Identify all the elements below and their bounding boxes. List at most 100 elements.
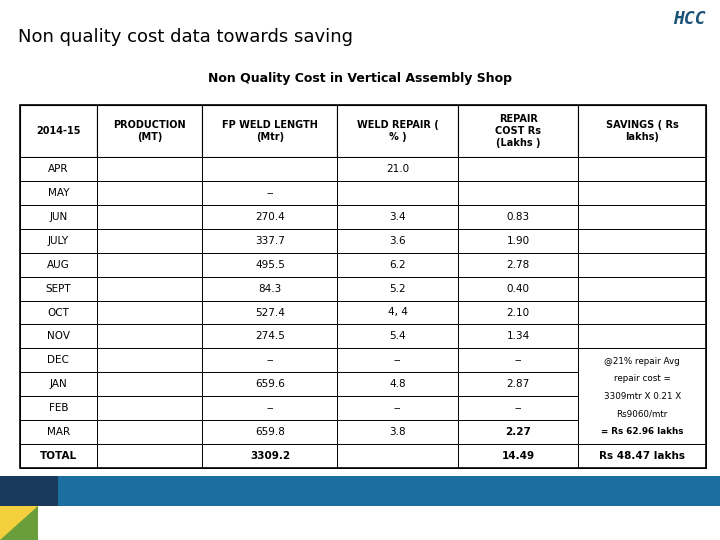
Text: 3.8: 3.8: [390, 427, 406, 437]
Bar: [38, 476, 58, 506]
Bar: [20, 253, 96, 276]
Bar: [578, 348, 706, 372]
Bar: [20, 105, 706, 468]
Text: Non Quality Cost in Vertical Assembly Shop: Non Quality Cost in Vertical Assembly Sh…: [208, 72, 512, 85]
Text: 527.4: 527.4: [255, 307, 285, 318]
Text: WELD REPAIR (
% ): WELD REPAIR ( % ): [357, 120, 438, 142]
Text: HCC: HCC: [673, 10, 706, 28]
Text: 659.8: 659.8: [255, 427, 285, 437]
Bar: [338, 229, 458, 253]
Bar: [202, 205, 338, 229]
Text: 14.49: 14.49: [502, 451, 535, 461]
Bar: [96, 105, 202, 157]
Text: 84.3: 84.3: [258, 284, 282, 294]
Text: 21.0: 21.0: [386, 164, 409, 174]
Bar: [20, 301, 96, 325]
Bar: [202, 420, 338, 444]
Bar: [0, 476, 720, 506]
Bar: [578, 301, 706, 325]
Bar: [20, 372, 96, 396]
Bar: [338, 348, 458, 372]
Bar: [202, 444, 338, 468]
Bar: [96, 276, 202, 301]
Bar: [20, 205, 96, 229]
Text: 2.10: 2.10: [506, 307, 530, 318]
Bar: [458, 325, 578, 348]
Text: 1.34: 1.34: [506, 332, 530, 341]
Bar: [578, 105, 706, 157]
Bar: [458, 181, 578, 205]
Bar: [20, 157, 96, 181]
Text: @21% repair Avg: @21% repair Avg: [604, 357, 680, 366]
Bar: [0, 506, 720, 540]
Bar: [20, 276, 96, 301]
Bar: [202, 301, 338, 325]
Text: 2.78: 2.78: [506, 260, 530, 269]
Bar: [458, 105, 578, 157]
Bar: [20, 396, 96, 420]
Bar: [578, 181, 706, 205]
Bar: [96, 205, 202, 229]
Bar: [578, 325, 706, 348]
Text: REPAIR
COST Rs
(Lakhs ): REPAIR COST Rs (Lakhs ): [495, 114, 541, 147]
Text: 5.4: 5.4: [390, 332, 406, 341]
Text: 495.5: 495.5: [255, 260, 285, 269]
Bar: [202, 372, 338, 396]
Bar: [458, 276, 578, 301]
Text: --: --: [514, 403, 522, 413]
Bar: [338, 325, 458, 348]
Text: 4, 4: 4, 4: [388, 307, 408, 318]
Bar: [202, 105, 338, 157]
Bar: [202, 396, 338, 420]
Bar: [338, 253, 458, 276]
Text: 3309.2: 3309.2: [250, 451, 290, 461]
Text: repair cost =: repair cost =: [613, 374, 670, 383]
Bar: [96, 181, 202, 205]
Bar: [458, 444, 578, 468]
Text: 337.7: 337.7: [255, 236, 285, 246]
Bar: [20, 325, 96, 348]
Bar: [96, 157, 202, 181]
Text: 3.4: 3.4: [390, 212, 406, 222]
Text: 3.6: 3.6: [390, 236, 406, 246]
Bar: [96, 325, 202, 348]
Text: JULY: JULY: [48, 236, 69, 246]
Text: SEPT: SEPT: [45, 284, 71, 294]
Bar: [458, 157, 578, 181]
Bar: [458, 301, 578, 325]
Bar: [578, 420, 706, 444]
Text: = Rs 62.96 lakhs: = Rs 62.96 lakhs: [601, 427, 683, 436]
Bar: [96, 301, 202, 325]
Text: APR: APR: [48, 164, 68, 174]
Text: 2.27: 2.27: [505, 427, 531, 437]
Bar: [20, 348, 96, 372]
Bar: [458, 348, 578, 372]
Text: MAY: MAY: [48, 188, 69, 198]
Bar: [338, 301, 458, 325]
Text: 6.2: 6.2: [390, 260, 406, 269]
Text: DEC: DEC: [48, 355, 69, 366]
Bar: [96, 372, 202, 396]
Bar: [578, 205, 706, 229]
Bar: [20, 229, 96, 253]
Bar: [202, 276, 338, 301]
Text: 274.5: 274.5: [255, 332, 285, 341]
Text: 2014-15: 2014-15: [36, 126, 81, 136]
Text: AUG: AUG: [47, 260, 70, 269]
Bar: [20, 420, 96, 444]
Text: FEB: FEB: [48, 403, 68, 413]
Text: FP WELD LENGTH
(Mtr): FP WELD LENGTH (Mtr): [222, 120, 318, 142]
Text: Non quality cost data towards saving: Non quality cost data towards saving: [18, 28, 353, 46]
Bar: [202, 325, 338, 348]
Bar: [20, 105, 96, 157]
Bar: [458, 372, 578, 396]
Text: NOV: NOV: [47, 332, 70, 341]
Bar: [338, 157, 458, 181]
Bar: [202, 229, 338, 253]
Bar: [202, 348, 338, 372]
Bar: [96, 444, 202, 468]
Text: OCT: OCT: [48, 307, 69, 318]
Text: JUN: JUN: [49, 212, 68, 222]
Bar: [338, 105, 458, 157]
Text: --: --: [394, 403, 402, 413]
